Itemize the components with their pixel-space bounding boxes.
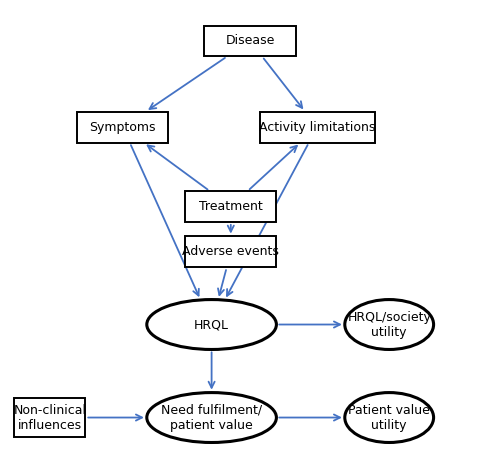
Text: Non-clinical
influences: Non-clinical influences (14, 404, 86, 432)
FancyBboxPatch shape (77, 112, 168, 143)
FancyBboxPatch shape (204, 25, 296, 56)
Text: Activity limitations: Activity limitations (259, 121, 376, 134)
Text: Disease: Disease (226, 34, 274, 47)
FancyBboxPatch shape (185, 237, 276, 267)
Text: HRQL: HRQL (194, 318, 229, 331)
Text: Need fulfilment/
patient value: Need fulfilment/ patient value (161, 404, 262, 432)
FancyBboxPatch shape (260, 112, 375, 143)
Ellipse shape (147, 300, 276, 350)
Ellipse shape (345, 300, 434, 350)
Text: Treatment: Treatment (199, 200, 262, 213)
Ellipse shape (147, 393, 276, 443)
Text: HRQL/society
utility: HRQL/society utility (348, 311, 431, 338)
Ellipse shape (345, 393, 434, 443)
Text: Adverse events: Adverse events (182, 245, 279, 258)
Text: Symptoms: Symptoms (90, 121, 156, 134)
FancyBboxPatch shape (14, 398, 86, 437)
Text: Patient value
utility: Patient value utility (348, 404, 430, 432)
FancyBboxPatch shape (185, 191, 276, 222)
